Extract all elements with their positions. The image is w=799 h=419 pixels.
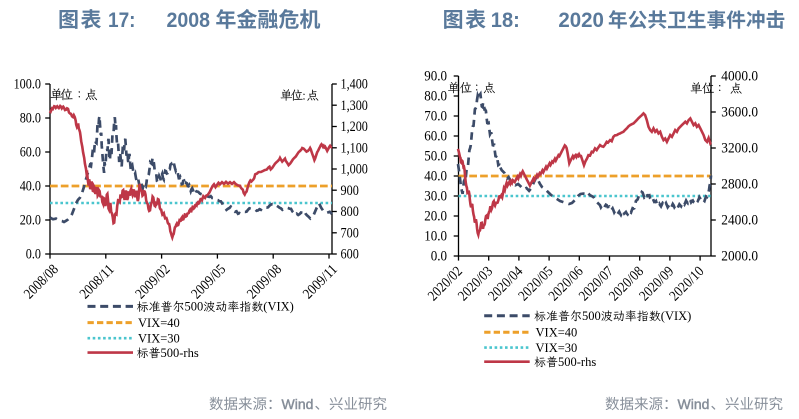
svg-text:70.0: 70.0 <box>424 109 447 125</box>
svg-text:100.0: 100.0 <box>14 77 41 93</box>
svg-text:VIX=30: VIX=30 <box>138 332 180 346</box>
svg-text:80.0: 80.0 <box>20 111 41 127</box>
svg-text:VIX=40: VIX=40 <box>536 326 578 340</box>
svg-text:10.0: 10.0 <box>424 229 447 245</box>
svg-text:60.0: 60.0 <box>20 145 41 161</box>
svg-text:1,300: 1,300 <box>341 98 368 114</box>
svg-text:50.0: 50.0 <box>424 149 447 165</box>
svg-text:1,400: 1,400 <box>341 77 368 93</box>
svg-text:VIX=40: VIX=40 <box>138 316 180 330</box>
svg-text:0.0: 0.0 <box>431 249 447 265</box>
svg-text:800: 800 <box>341 204 359 220</box>
svg-text:18:: 18: <box>491 9 520 32</box>
svg-text:40.0: 40.0 <box>424 169 447 185</box>
svg-text:700: 700 <box>341 225 359 241</box>
svg-text:4000.0: 4000.0 <box>721 69 758 85</box>
svg-text:40.0: 40.0 <box>20 179 41 195</box>
svg-text:80.0: 80.0 <box>424 89 447 105</box>
svg-text:2400.0: 2400.0 <box>721 213 758 229</box>
svg-text:1,000: 1,000 <box>341 162 368 178</box>
svg-text:900: 900 <box>341 183 359 199</box>
svg-text:Wind: Wind <box>678 396 710 412</box>
svg-text:0.0: 0.0 <box>26 247 41 263</box>
svg-text:500: 500 <box>185 300 204 314</box>
svg-text:30.0: 30.0 <box>424 189 447 205</box>
svg-text:1,200: 1,200 <box>341 119 368 135</box>
svg-text:Wind: Wind <box>282 396 314 412</box>
svg-text:2020: 2020 <box>558 9 604 32</box>
svg-text:2008: 2008 <box>167 9 211 32</box>
svg-text:1,100: 1,100 <box>341 140 368 156</box>
svg-text:2800.0: 2800.0 <box>721 177 758 193</box>
svg-text:(VIX): (VIX) <box>263 300 294 314</box>
svg-text:90.0: 90.0 <box>424 69 447 85</box>
svg-text:(VIX): (VIX) <box>661 309 692 323</box>
svg-text:3600.0: 3600.0 <box>721 105 758 121</box>
svg-text:500: 500 <box>582 309 601 323</box>
svg-text:3200.0: 3200.0 <box>721 141 758 157</box>
svg-text:600: 600 <box>341 247 359 263</box>
svg-text:20.0: 20.0 <box>424 209 447 225</box>
svg-text:500-rhs: 500-rhs <box>161 346 199 360</box>
svg-text:VIX=30: VIX=30 <box>536 341 578 355</box>
svg-text:17:: 17: <box>108 9 136 32</box>
svg-text:500-rhs: 500-rhs <box>558 355 596 369</box>
svg-text:60.0: 60.0 <box>424 129 447 145</box>
svg-text:2000.0: 2000.0 <box>721 249 758 265</box>
svg-text:20.0: 20.0 <box>20 213 41 229</box>
